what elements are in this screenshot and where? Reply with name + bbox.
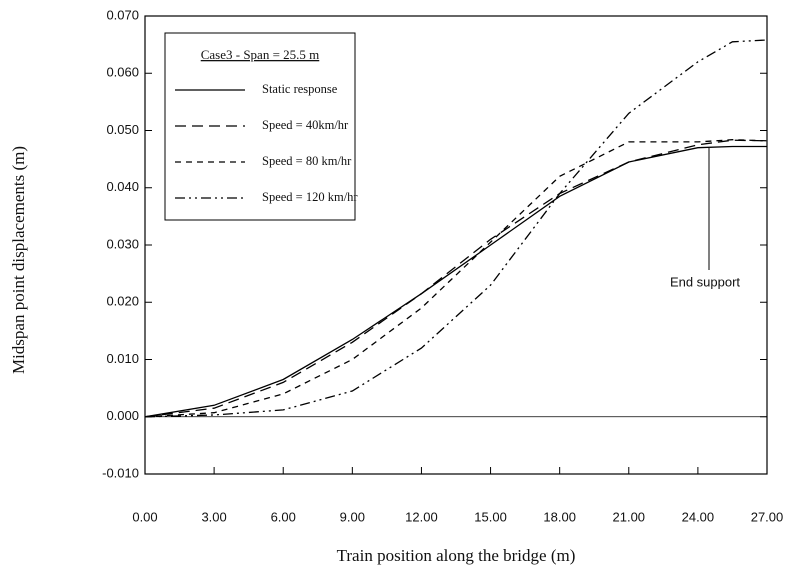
y-tick-label: 0.010 <box>106 351 139 366</box>
legend-label: Speed = 40km/hr <box>262 118 349 132</box>
series-line <box>144 139 768 418</box>
x-axis-label: Train position along the bridge (m) <box>337 546 576 565</box>
y-tick-label: 0.060 <box>106 65 139 80</box>
legend-label: Speed = 80 km/hr <box>262 154 352 168</box>
annotation: End support <box>670 274 740 289</box>
x-tick-label: 18.00 <box>543 509 576 524</box>
x-tick-label: 24.00 <box>682 509 715 524</box>
series-line <box>144 139 768 418</box>
y-tick-label: 0.020 <box>106 294 139 309</box>
y-tick-label: 0.050 <box>106 122 139 137</box>
x-tick-label: 3.00 <box>201 509 226 524</box>
y-tick-label: -0.010 <box>102 465 139 480</box>
y-axis-label: Midspan point displacements (m) <box>9 146 28 374</box>
x-tick-label: 6.00 <box>271 509 296 524</box>
y-tick-label: 0.070 <box>106 7 139 22</box>
y-tick-label: 0.000 <box>106 408 139 423</box>
series-line <box>144 39 768 418</box>
x-tick-label: 0.00 <box>132 509 157 524</box>
x-tick-label: 9.00 <box>340 509 365 524</box>
y-tick-label: 0.030 <box>106 236 139 251</box>
x-tick-label: 15.00 <box>474 509 507 524</box>
legend-label: Speed = 120 km/hr <box>262 190 358 204</box>
x-tick-label: 12.00 <box>405 509 438 524</box>
series-line <box>144 145 767 418</box>
y-tick-label: 0.040 <box>106 179 139 194</box>
x-tick-label: 27.00 <box>751 509 784 524</box>
x-tick-label: 21.00 <box>613 509 646 524</box>
legend-title: Case3 - Span = 25.5 m <box>201 47 320 62</box>
legend-label: Static response <box>262 82 338 96</box>
